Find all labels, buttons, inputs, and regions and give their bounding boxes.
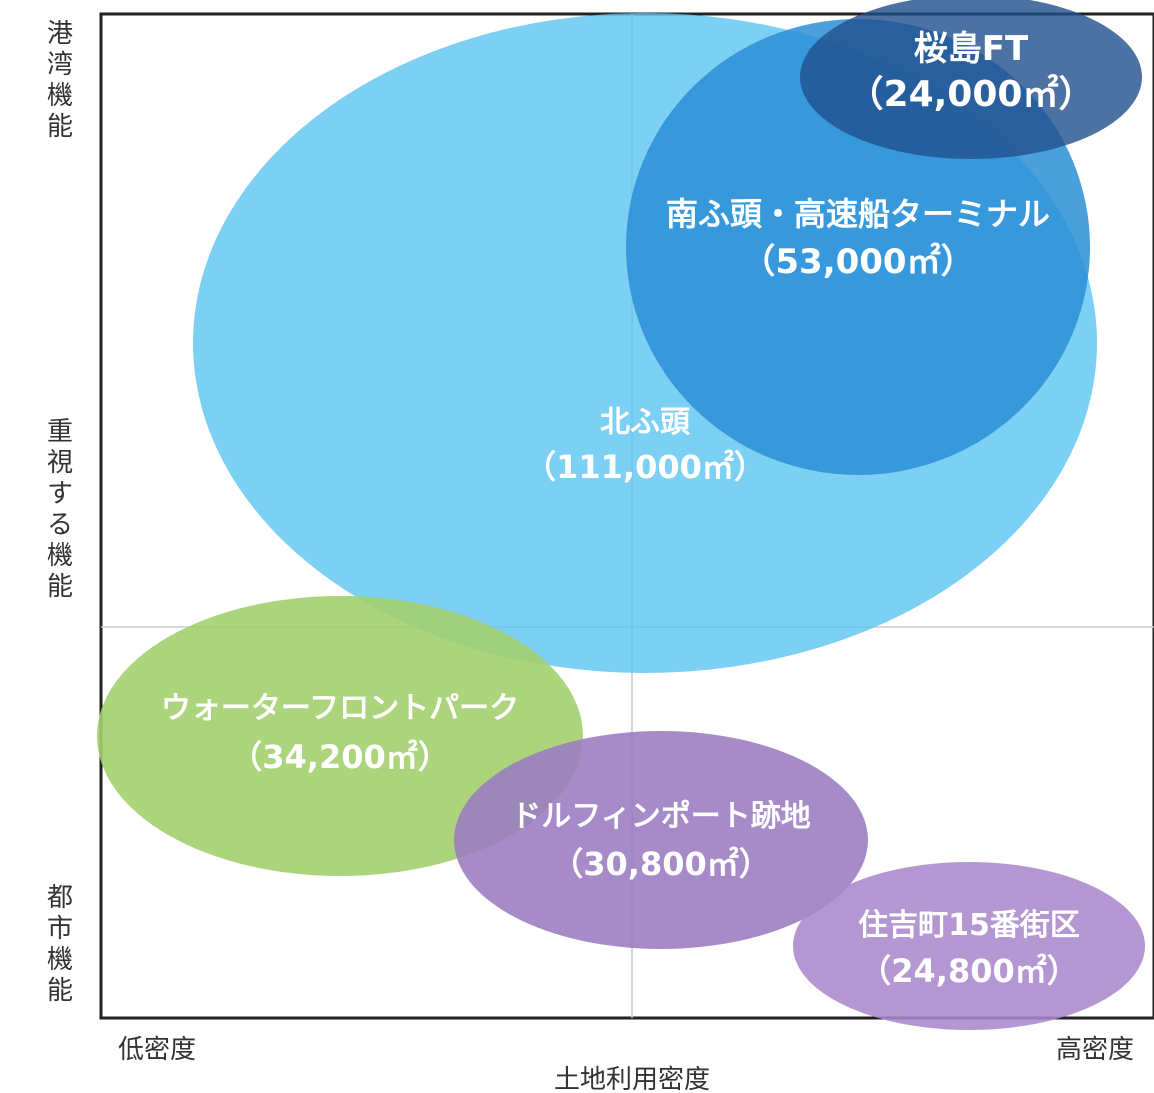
bubble-name-4: ウォーターフロントパーク	[161, 691, 519, 726]
bubble-5	[454, 731, 868, 949]
x-tick-low: 低密度	[118, 1035, 196, 1065]
bubble-name-6: 住吉町15番街区	[858, 908, 1080, 943]
bubble-area-label-5: （30,800㎡）	[551, 845, 771, 883]
bubble-area-label-1: （111,000㎡）	[524, 448, 766, 486]
y-label-top: 港湾機能	[47, 19, 73, 142]
bubbles-layer	[97, 0, 1145, 1030]
x-tick-high: 高密度	[1056, 1035, 1134, 1065]
bubble-area-label-2: （53,000㎡）	[741, 242, 974, 282]
y-label-middle: 重視する機能	[47, 417, 73, 602]
bubble-name-2: 南ふ頭・高速船ターミナル	[666, 195, 1050, 233]
bubble-area-label-6: （24,800㎡）	[859, 952, 1079, 990]
bubble-6	[793, 862, 1145, 1030]
labels-layer: 北ふ頭（111,000㎡）南ふ頭・高速船ターミナル（53,000㎡）桜島FT（2…	[161, 29, 1095, 990]
bubble-3	[800, 0, 1142, 159]
y-label-bottom: 都市機能	[47, 883, 73, 1006]
x-axis-label: 土地利用密度	[554, 1065, 710, 1093]
bubble-name-5: ドルフィンポート跡地	[511, 799, 810, 834]
bubble-area-label-4: （34,200㎡）	[230, 738, 450, 776]
bubble-name-1: 北ふ頭	[600, 405, 691, 440]
bubble-name-3: 桜島FT	[914, 29, 1029, 69]
bubble-area-label-3: （24,000㎡）	[848, 73, 1095, 115]
bubble-4	[97, 596, 583, 876]
